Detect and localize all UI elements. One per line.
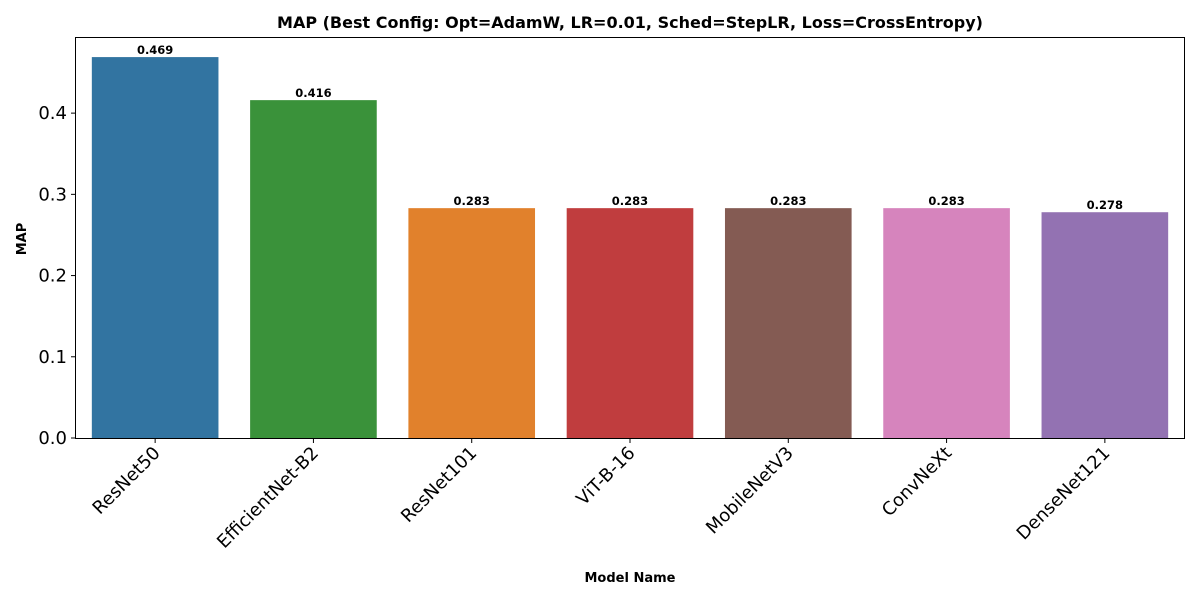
x-axis-label: Model Name bbox=[585, 571, 676, 586]
x-tick-label: ViT-B-16 bbox=[572, 443, 639, 510]
x-tick-label: EfficientNet-B2 bbox=[213, 443, 323, 553]
x-tick-label: ConvNeXt bbox=[878, 443, 956, 521]
bar-resnet101 bbox=[408, 208, 536, 438]
y-tick-label: 0.4 bbox=[38, 103, 67, 124]
bar-value-label: 0.278 bbox=[1087, 198, 1123, 212]
bar-value-label: 0.283 bbox=[928, 194, 964, 208]
bar-efficientnet-b2 bbox=[250, 100, 377, 438]
bar-value-label: 0.283 bbox=[454, 194, 490, 208]
y-axis-ticks: 0.0 0.1 0.2 0.3 0.4 bbox=[38, 103, 76, 449]
bar-convnext bbox=[883, 208, 1010, 438]
y-tick-label: 0.1 bbox=[38, 347, 67, 368]
bar-value-label: 0.283 bbox=[770, 194, 806, 208]
y-axis-label: MAP bbox=[15, 223, 30, 256]
bar-mobilenetv3 bbox=[724, 208, 852, 438]
x-tick-label: ResNet50 bbox=[89, 443, 165, 519]
bars-group: 0.469 0.416 0.283 0.283 0.283 0.283 0.278 bbox=[91, 43, 1169, 438]
bar-densenet121 bbox=[1041, 212, 1169, 438]
y-tick-label: 0.0 bbox=[38, 428, 67, 449]
bar-vit-b-16 bbox=[566, 208, 694, 438]
plot-frame bbox=[75, 37, 1185, 439]
bar-value-label: 0.469 bbox=[137, 43, 173, 57]
x-tick-label: DenseNet121 bbox=[1013, 443, 1115, 545]
x-axis-ticks: ResNet50 EfficientNet-B2 ResNet101 ViT-B-16… bbox=[89, 438, 1115, 553]
y-tick-label: 0.2 bbox=[38, 266, 67, 287]
x-tick-label: ResNet101 bbox=[397, 443, 481, 527]
bar-value-label: 0.283 bbox=[612, 194, 648, 208]
bar-value-label: 0.416 bbox=[295, 86, 331, 100]
bar-resnet50 bbox=[91, 57, 219, 438]
chart-title: MAP (Best Config: Opt=AdamW, LR=0.01, Sc… bbox=[277, 13, 983, 32]
x-tick-label: MobileNetV3 bbox=[702, 443, 798, 539]
y-tick-label: 0.3 bbox=[38, 184, 67, 205]
